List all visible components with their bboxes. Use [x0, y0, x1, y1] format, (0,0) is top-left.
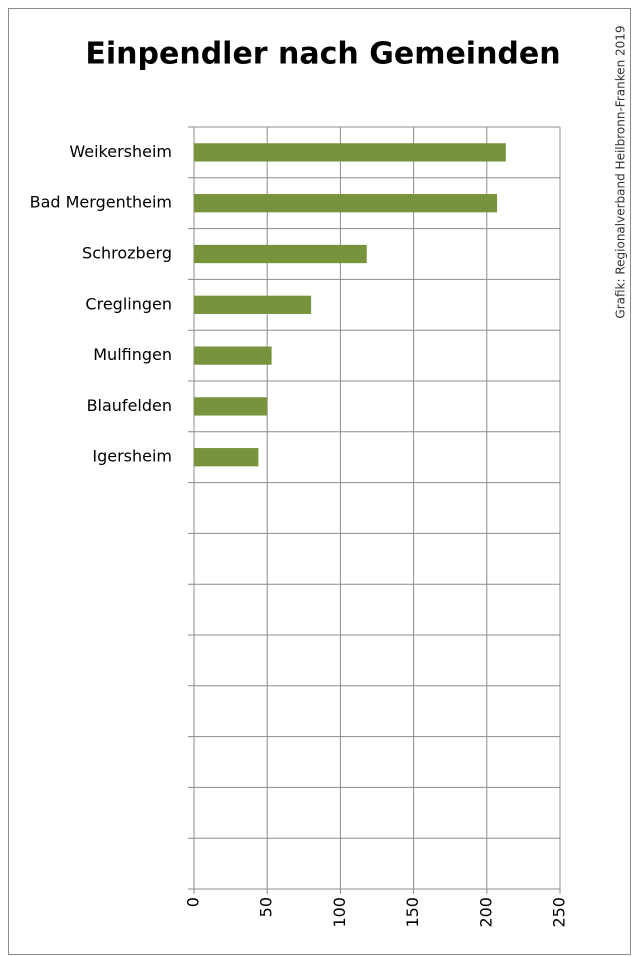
- y-tick-label: Bad Mergentheim: [30, 193, 172, 212]
- y-tick-label: Weikersheim: [69, 142, 172, 161]
- x-tick-label: 200: [476, 897, 495, 928]
- x-tick-label: 0: [184, 897, 203, 907]
- credit: Grafik: Regionalverband Heilbronn-Franke…: [614, 25, 628, 318]
- y-tick-label: Blaufelden: [87, 396, 172, 415]
- y-tick-label: Schrozberg: [82, 244, 172, 263]
- x-tick-label: 100: [330, 897, 349, 928]
- chart-border: [8, 8, 631, 955]
- bar: [194, 346, 272, 365]
- bar: [194, 448, 259, 467]
- x-tick-label: 250: [550, 897, 569, 928]
- bar: [194, 143, 506, 162]
- chart-title: Einpendler nach Gemeinden: [85, 37, 560, 72]
- bar: [194, 244, 367, 264]
- y-tick-label: Igersheim: [92, 447, 172, 466]
- y-tick-label: Mulfingen: [93, 345, 172, 364]
- x-tick-label: 50: [257, 897, 276, 917]
- y-tick-label: Creglingen: [85, 294, 172, 313]
- bar: [194, 295, 312, 314]
- bar: [194, 194, 498, 213]
- bar: [194, 397, 268, 416]
- x-tick-label: 150: [403, 897, 422, 928]
